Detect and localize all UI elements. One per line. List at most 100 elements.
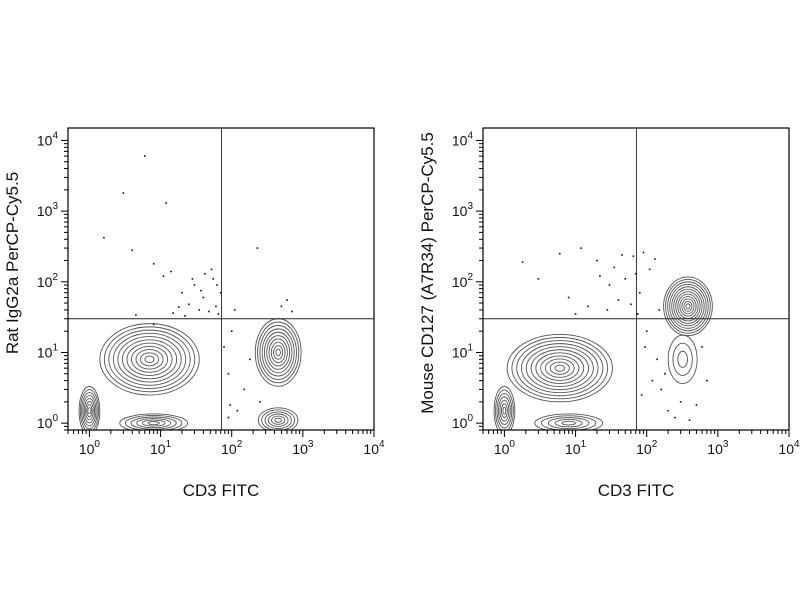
event-dot <box>249 358 251 361</box>
quadrant-gate <box>68 128 374 430</box>
contour-level <box>500 403 508 419</box>
contour-level <box>81 392 98 430</box>
y-tick-label: 101 <box>452 342 474 360</box>
contour-level <box>663 276 713 337</box>
event-dot <box>645 330 648 332</box>
contour-level <box>672 342 693 376</box>
event-dot <box>172 312 174 314</box>
event-dot <box>223 346 225 348</box>
y-tick-label: 103 <box>452 201 474 219</box>
contour-level <box>495 389 514 430</box>
contour-level <box>506 333 613 403</box>
contour-level <box>79 389 99 430</box>
axis-ticks <box>61 139 375 437</box>
x-tick-label: 101 <box>150 439 172 457</box>
event-dot <box>236 409 239 412</box>
quadrant-gate <box>483 128 789 430</box>
contour-level <box>126 342 173 377</box>
contour-level <box>83 398 96 424</box>
contour-level <box>147 421 160 426</box>
event-dot <box>617 299 620 301</box>
contour-level <box>685 303 691 310</box>
event-dot <box>215 305 217 308</box>
event-dot <box>229 404 231 406</box>
event-dot <box>162 275 165 278</box>
event-dot <box>210 268 213 271</box>
contour-level <box>257 407 299 430</box>
contour-level <box>496 392 513 429</box>
contour-level <box>273 345 284 360</box>
contour-level <box>675 291 701 322</box>
event-dot <box>184 315 186 317</box>
event-dot <box>227 416 230 419</box>
contour-level <box>673 288 703 324</box>
event-dot <box>596 259 598 262</box>
event-dot <box>667 409 669 412</box>
contour-level <box>493 386 516 430</box>
x-axis-title: CD3 FITC <box>598 481 675 500</box>
y-tick-label: 104 <box>452 130 474 148</box>
contour-level <box>516 340 604 397</box>
event-dot <box>259 401 261 403</box>
event-dot <box>212 278 215 280</box>
event-dot <box>256 247 259 249</box>
contour-level <box>677 350 688 368</box>
contour-level <box>85 401 94 421</box>
event-dot <box>648 268 651 271</box>
contour-level <box>268 338 288 367</box>
contour-level <box>275 348 281 357</box>
contour-level <box>498 396 511 425</box>
event-dot <box>135 314 137 316</box>
event-dot <box>152 262 155 265</box>
contour-level <box>521 343 599 394</box>
contour-layer <box>493 276 713 430</box>
contour-level <box>141 419 166 427</box>
contour-level <box>99 323 200 396</box>
y-tick-label: 102 <box>37 272 59 290</box>
contour-level <box>257 321 300 384</box>
event-dot <box>567 296 570 299</box>
scatter-events-layer <box>103 155 293 419</box>
event-dot <box>177 306 180 308</box>
event-dot <box>233 309 236 311</box>
contour-level <box>119 413 189 430</box>
x-axis-title: CD3 FITC <box>183 481 260 500</box>
x-tick-label: 102 <box>221 439 243 457</box>
event-dot <box>608 284 611 286</box>
contour-level <box>502 406 507 415</box>
contour-level <box>511 337 609 400</box>
contour-level <box>108 329 191 389</box>
x-tick-label: 102 <box>636 439 658 457</box>
contour-level <box>267 413 289 427</box>
event-dot <box>587 305 589 308</box>
event-dot <box>170 270 172 273</box>
plot-frame <box>482 127 790 431</box>
event-dot <box>202 296 205 299</box>
contour-level <box>264 411 292 429</box>
event-dot <box>122 192 125 194</box>
event-dot <box>644 346 646 348</box>
event-dot <box>630 303 632 306</box>
contour-level <box>544 358 575 378</box>
contour-level <box>103 326 196 393</box>
event-dot <box>219 291 222 294</box>
event-dot <box>660 388 663 391</box>
contour-level <box>554 364 566 372</box>
contour-level <box>554 419 583 428</box>
axis-tick-labels: 100 101 102 103 104 100 101 102 103 104 <box>37 130 385 457</box>
event-dot <box>695 404 698 406</box>
event-dot <box>204 272 206 275</box>
event-dot <box>286 299 288 301</box>
contour-level <box>499 399 510 422</box>
contour-level <box>140 352 160 367</box>
contour-level <box>131 345 169 373</box>
contour-level <box>530 349 589 387</box>
event-dot <box>521 261 524 263</box>
contour-level <box>261 409 296 430</box>
contour-level <box>679 296 697 317</box>
event-dot <box>706 379 708 382</box>
contour-level <box>270 341 286 364</box>
event-dot <box>701 346 703 348</box>
event-dot <box>280 305 283 308</box>
contour-level <box>274 417 282 423</box>
